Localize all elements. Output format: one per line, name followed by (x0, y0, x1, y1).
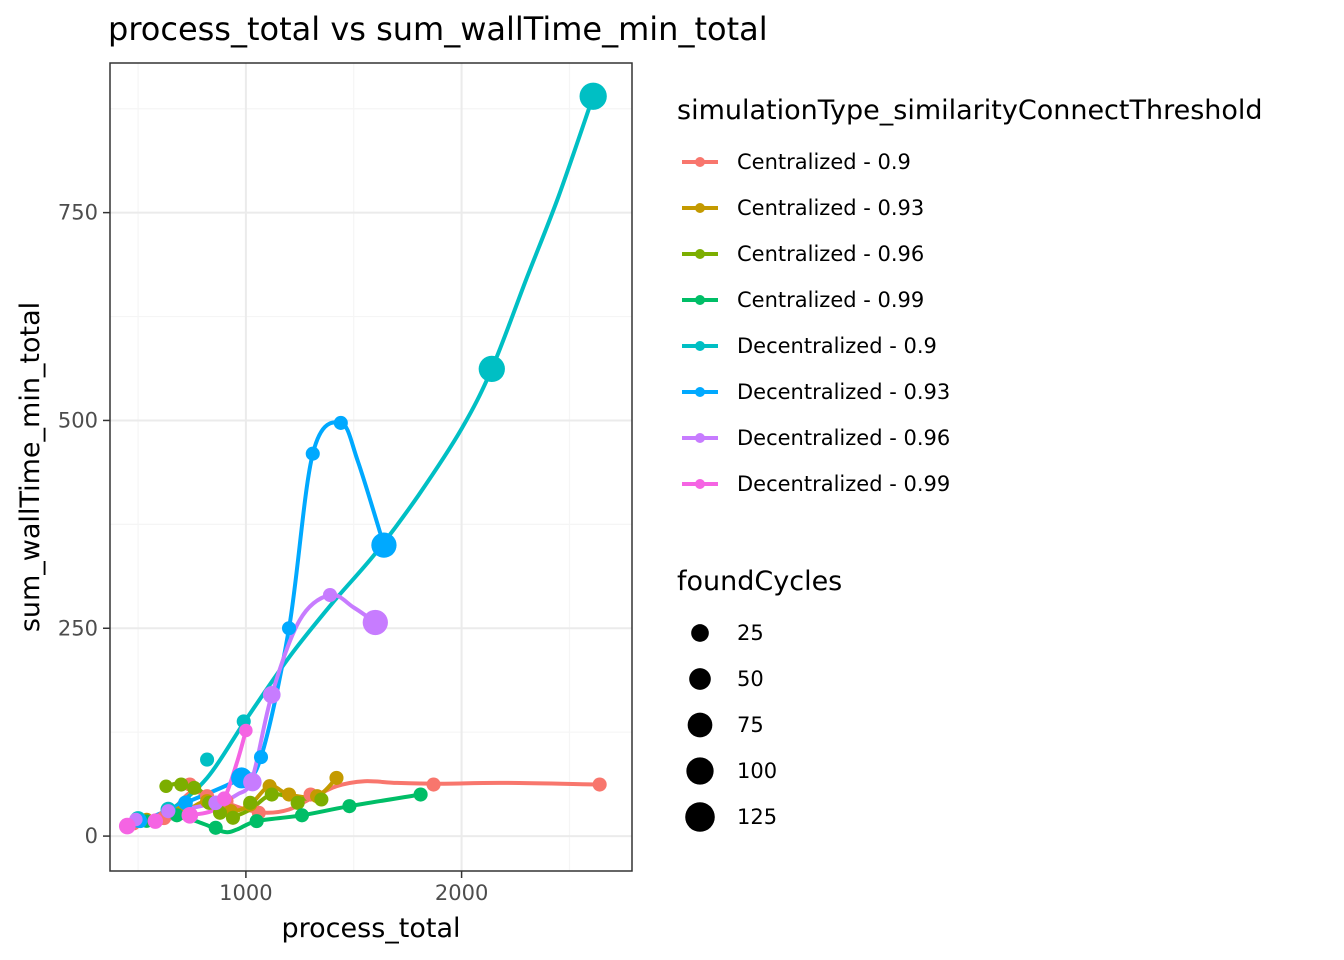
legend-label: Centralized - 0.96 (737, 242, 924, 266)
legend-label: Decentralized - 0.96 (737, 426, 950, 450)
legend-key-point (695, 387, 705, 397)
data-point (305, 446, 320, 461)
size-legend-key (685, 802, 715, 832)
data-point (333, 415, 348, 430)
size-legend: foundCycles 25 50 75 100 125 (677, 566, 842, 832)
legend-key-point (695, 479, 705, 489)
data-point (187, 780, 202, 795)
data-point (329, 770, 344, 785)
size-legend-label: 75 (737, 713, 764, 737)
series-line (131, 592, 378, 825)
size-legend-label: 100 (737, 759, 777, 783)
color-legend: simulationType_similarityConnectThreshol… (677, 95, 1263, 496)
legend-label: Decentralized - 0.93 (737, 380, 950, 404)
data-point (159, 779, 173, 793)
data-point (579, 82, 607, 110)
size-legend-key (686, 757, 714, 785)
data-point (174, 777, 189, 792)
data-point (200, 752, 215, 767)
legend-key-point (695, 249, 705, 259)
series-points (118, 82, 607, 835)
y-tick-label: 0 (85, 824, 98, 848)
data-point (249, 814, 264, 829)
x-axis-title: process_total (282, 913, 461, 944)
data-point (118, 817, 136, 835)
series-line (131, 420, 386, 827)
data-point (225, 810, 241, 825)
legend-label: Centralized - 0.9 (737, 150, 911, 174)
size-legend-label: 25 (737, 621, 764, 645)
size-legend-key (687, 712, 713, 738)
data-point (342, 799, 357, 814)
x-tick-label: 2000 (435, 881, 488, 905)
data-point (264, 787, 279, 802)
panel-background (110, 63, 632, 871)
plot-panel (109, 62, 633, 872)
legend-key-point (695, 203, 705, 213)
legend-label: Centralized - 0.99 (737, 288, 924, 312)
y-axis-title: sum_wallTime_min_total (15, 302, 46, 632)
size-legend-key (689, 668, 711, 690)
legend-key-point (695, 295, 705, 305)
data-point (208, 820, 223, 835)
data-point (243, 795, 258, 810)
data-point (478, 355, 505, 383)
y-tick-label: 500 (58, 408, 98, 432)
y-tick-label: 250 (58, 616, 98, 640)
data-point (281, 621, 297, 636)
data-point (322, 587, 338, 603)
y-tick-label: 750 (58, 201, 98, 225)
size-legend-label: 50 (737, 667, 764, 691)
data-point (592, 777, 607, 792)
data-point (147, 813, 164, 829)
legend-key-point (695, 157, 705, 167)
data-point (178, 795, 193, 811)
axes: 1000 2000 0 250 500 750 (58, 201, 488, 905)
legend-label: Centralized - 0.93 (737, 196, 924, 220)
chart-title: process_total vs sum_wallTime_min_total (108, 10, 768, 48)
data-point (181, 806, 199, 824)
size-legend-items: 25 50 75 100 125 (685, 621, 777, 832)
data-point (314, 792, 329, 807)
data-point (253, 750, 269, 765)
data-point (262, 685, 281, 704)
data-point (243, 772, 262, 792)
size-legend-title: foundCycles (677, 566, 842, 597)
legend-label: Decentralized - 0.99 (737, 472, 950, 496)
data-point (426, 777, 441, 792)
data-point (161, 804, 176, 819)
data-point (290, 795, 305, 810)
size-legend-key (691, 624, 709, 642)
size-legend-label: 125 (737, 805, 777, 829)
x-tick-label: 1000 (219, 881, 272, 905)
data-point (371, 532, 397, 558)
legend-label: Decentralized - 0.9 (737, 334, 937, 358)
data-point (294, 808, 310, 823)
data-point (413, 787, 428, 802)
data-point (239, 723, 253, 738)
data-point (216, 791, 232, 807)
legend-key-point (695, 433, 705, 443)
color-legend-items: Centralized - 0.9 Centralized - 0.93 Centr… (682, 150, 950, 496)
data-point (362, 609, 388, 636)
legend-key-point (695, 341, 705, 351)
color-legend-title: simulationType_similarityConnectThreshol… (677, 95, 1263, 126)
panel-border (109, 62, 633, 872)
